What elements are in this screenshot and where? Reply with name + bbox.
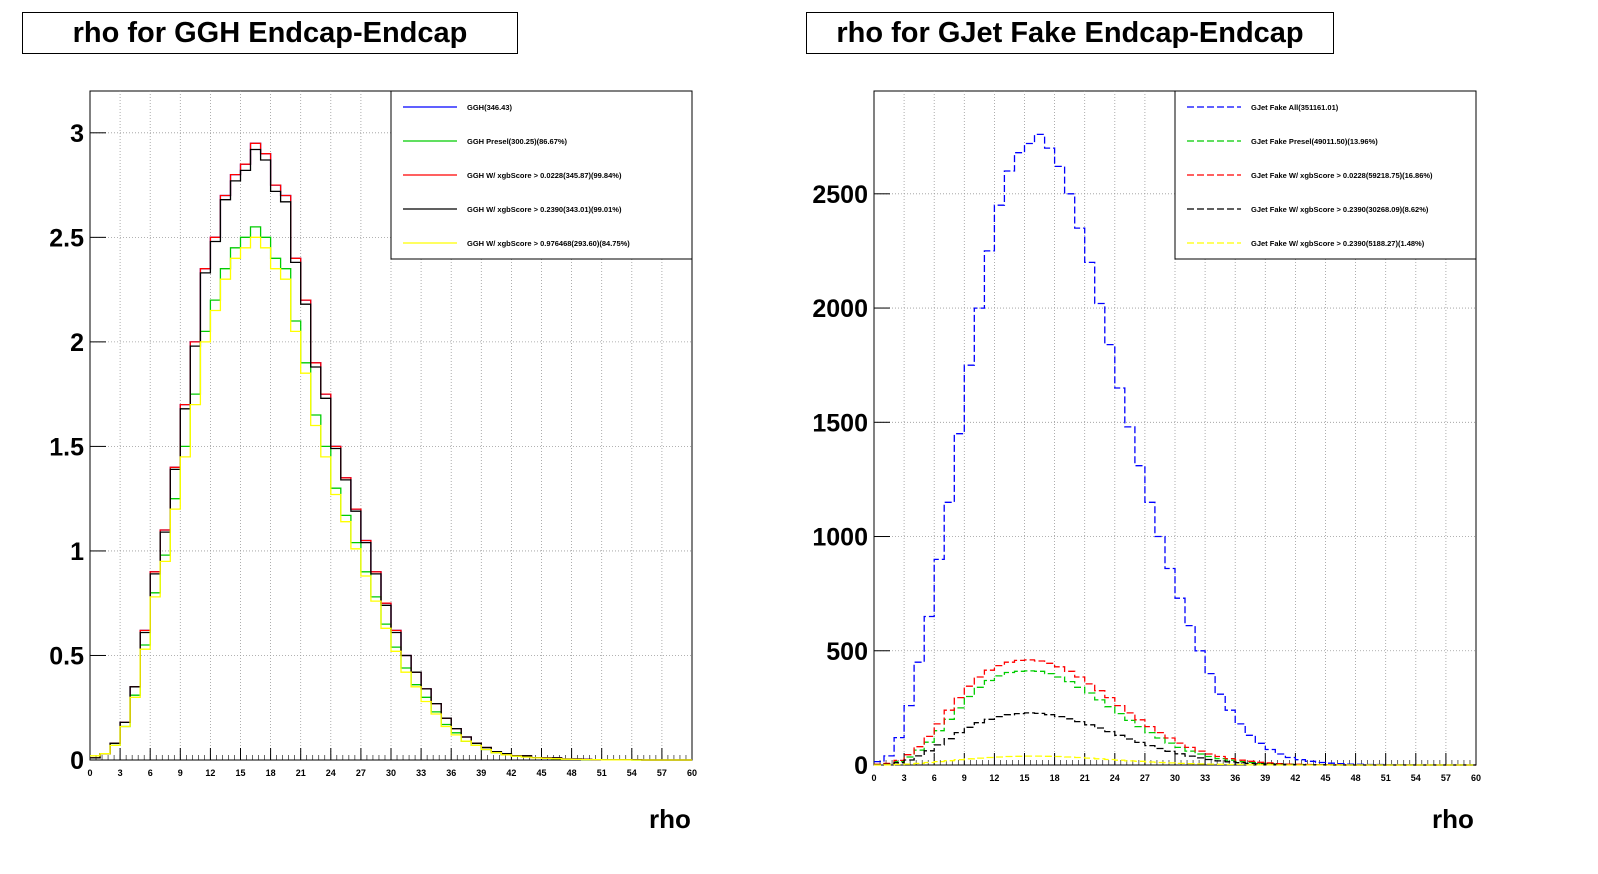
legend-label-3: GGH W/ xgbScore > 0.2390(343.01)(99.01%)	[467, 205, 622, 214]
x-tick-label: 21	[296, 768, 306, 778]
legend-box	[1174, 90, 1477, 260]
chart-0: 0 3 6 9 12 15 18 21 24 27 30 33 36 39 42 45 48 51 54 57 6000…	[49, 90, 697, 834]
x-tick-label: 12	[205, 768, 215, 778]
x-tick-label: 45	[1320, 773, 1330, 783]
x-tick-label: 42	[506, 768, 516, 778]
series-line-3	[874, 712, 1476, 766]
x-tick-label: 12	[989, 773, 999, 783]
legend-label-0: GGH(346.43)	[467, 103, 513, 112]
x-tick-label: 3	[902, 773, 907, 783]
x-tick-label: 33	[1200, 773, 1210, 783]
y-tick-label: 1500	[812, 409, 868, 437]
x-tick-label: 15	[235, 768, 245, 778]
x-tick-label: 36	[446, 768, 456, 778]
x-tick-label: 54	[1411, 773, 1421, 783]
legend-label-3: GJet Fake W/ xgbScore > 0.2390(30268.09)…	[1251, 205, 1429, 214]
x-tick-label: 3	[118, 768, 123, 778]
x-tick-label: 15	[1019, 773, 1029, 783]
x-tick-label: 9	[178, 768, 183, 778]
x-tick-label: 9	[962, 773, 967, 783]
legend-label-4: GJet Fake W/ xgbScore > 0.2390(5188.27)(…	[1251, 239, 1425, 248]
x-tick-label: 51	[1381, 773, 1391, 783]
y-tick-label: 0.5	[49, 642, 84, 670]
x-tick-label: 0	[871, 773, 876, 783]
legend-label-2: GJet Fake W/ xgbScore > 0.0228(59218.75)…	[1251, 171, 1433, 180]
x-tick-label: 60	[687, 768, 697, 778]
x-tick-label: 6	[932, 773, 937, 783]
x-tick-label: 60	[1471, 773, 1481, 783]
y-tick-label: 1.5	[49, 433, 84, 461]
y-tick-label: 2	[70, 329, 84, 357]
x-tick-label: 39	[476, 768, 486, 778]
x-tick-label: 48	[1351, 773, 1361, 783]
y-tick-label: 2500	[812, 181, 868, 209]
legend-label-4: GGH W/ xgbScore > 0.976468(293.60)(84.75…	[467, 239, 630, 248]
x-tick-label: 57	[1441, 773, 1451, 783]
x-tick-label: 0	[87, 768, 92, 778]
x-tick-label: 18	[1050, 773, 1060, 783]
x-tick-label: 27	[1140, 773, 1150, 783]
x-tick-label: 21	[1080, 773, 1090, 783]
x-tick-label: 30	[386, 768, 396, 778]
y-tick-label: 2.5	[49, 224, 84, 252]
y-tick-label: 2000	[812, 295, 868, 323]
legend-label-0: GJet Fake All(351161.01)	[1251, 103, 1339, 112]
x-tick-label: 36	[1230, 773, 1240, 783]
x-tick-label: 42	[1290, 773, 1300, 783]
x-tick-label: 39	[1260, 773, 1270, 783]
legend-label-1: GGH Presel(300.25)(86.67%)	[467, 137, 568, 146]
x-axis-label: rho	[649, 804, 691, 834]
x-tick-label: 45	[536, 768, 546, 778]
legend-label-1: GJet Fake Presel(49011.50)(13.96%)	[1251, 137, 1378, 146]
series-line-0	[874, 133, 1476, 766]
y-tick-label: 1000	[812, 524, 868, 552]
y-tick-label: 0	[854, 752, 868, 780]
chart-1: 0 3 6 9 12 15 18 21 24 27 30 33 36 39 42 45 48 51 54 57 6005…	[812, 90, 1481, 834]
series-line-3	[90, 148, 692, 761]
series-line-4	[90, 236, 692, 761]
chart-title-left: rho for GGH Endcap-Endcap	[22, 12, 518, 54]
x-tick-label: 24	[1110, 773, 1120, 783]
x-tick-label: 6	[148, 768, 153, 778]
x-tick-label: 54	[627, 768, 637, 778]
x-tick-label: 24	[326, 768, 336, 778]
x-tick-label: 48	[567, 768, 577, 778]
y-tick-label: 1	[70, 538, 84, 566]
x-tick-label: 57	[657, 768, 667, 778]
y-tick-label: 0	[70, 747, 84, 775]
x-tick-label: 27	[356, 768, 366, 778]
x-tick-label: 18	[266, 768, 276, 778]
chart-title-right: rho for GJet Fake Endcap-Endcap	[806, 12, 1334, 54]
x-axis-label: rho	[1432, 804, 1474, 834]
legend-label-2: GGH W/ xgbScore > 0.0228(345.87)(99.84%)	[467, 171, 622, 180]
series-line-4	[874, 755, 1476, 766]
x-tick-label: 33	[416, 768, 426, 778]
y-tick-label: 3	[70, 120, 84, 148]
y-tick-label: 500	[826, 638, 868, 666]
x-tick-label: 51	[597, 768, 607, 778]
x-tick-label: 30	[1170, 773, 1180, 783]
